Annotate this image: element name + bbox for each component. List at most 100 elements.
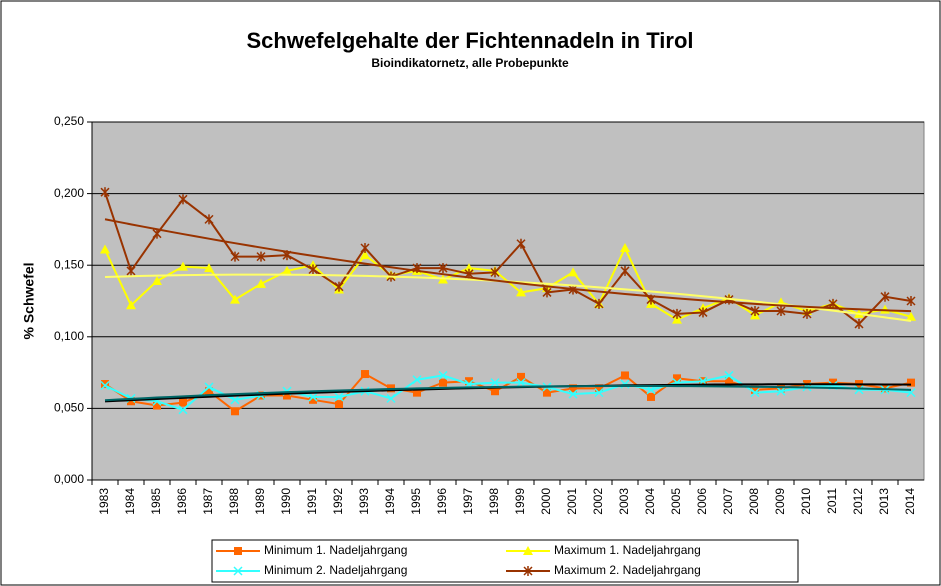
y-tick-label: 0,100 — [54, 329, 84, 343]
marker — [568, 267, 578, 277]
legend — [211, 539, 799, 583]
marker-shape — [906, 311, 916, 321]
marker — [309, 395, 317, 404]
marker-shape — [672, 314, 682, 324]
marker-shape — [543, 388, 551, 397]
marker-shape — [178, 405, 188, 415]
marker — [256, 278, 266, 288]
marker — [516, 287, 526, 297]
marker-shape — [126, 300, 136, 310]
marker — [283, 391, 291, 400]
x-tick-label: 1992 — [331, 488, 345, 515]
marker — [906, 296, 916, 306]
marker-shape — [386, 393, 396, 403]
x-tick-label: 2002 — [591, 488, 605, 515]
trend-line — [104, 218, 912, 313]
y-tick-label: 0,000 — [54, 472, 84, 486]
marker-shape — [234, 547, 242, 555]
x-tick-label: 1995 — [409, 488, 423, 515]
marker — [490, 378, 500, 388]
marker-shape — [439, 378, 447, 387]
marker-shape — [205, 387, 213, 396]
marker — [517, 372, 525, 381]
marker — [308, 392, 318, 402]
marker-shape — [595, 384, 603, 393]
x-tick-label: 2010 — [799, 488, 813, 515]
x-tick-label: 2004 — [643, 488, 657, 515]
marker-shape — [906, 388, 916, 398]
x-tick-label: 2012 — [851, 488, 865, 515]
y-tick-label: 0,050 — [54, 401, 84, 415]
marker — [438, 263, 448, 274]
marker — [204, 263, 214, 273]
x-tick-label: 1996 — [435, 488, 449, 515]
marker-shape — [523, 546, 533, 555]
marker — [413, 388, 421, 397]
marker-shape — [204, 263, 214, 273]
marker — [724, 370, 734, 380]
marker-shape — [127, 397, 135, 406]
marker — [153, 401, 161, 410]
x-tick-label: 1987 — [201, 488, 215, 515]
x-tick-label: 1986 — [175, 488, 189, 515]
marker — [179, 398, 187, 407]
marker-shape — [100, 380, 110, 391]
x-tick-label: 2007 — [721, 488, 735, 515]
marker-shape — [854, 385, 864, 395]
marker — [360, 243, 370, 254]
marker-shape — [491, 387, 499, 396]
marker-shape — [152, 275, 162, 285]
marker — [907, 378, 915, 387]
marker-shape — [673, 374, 681, 383]
marker — [594, 298, 604, 309]
marker-shape — [438, 370, 448, 380]
marker — [516, 378, 526, 388]
marker-shape — [647, 392, 655, 401]
marker — [523, 566, 533, 576]
marker — [776, 306, 786, 317]
marker-shape — [153, 401, 161, 410]
marker-shape — [335, 400, 343, 409]
marker-shape — [361, 370, 369, 379]
marker — [205, 387, 213, 396]
plot-area — [91, 121, 925, 481]
chart-title: Schwefelgehalte der Fichtennadeln in Tir… — [246, 28, 693, 53]
marker — [178, 261, 188, 271]
marker — [698, 307, 708, 318]
marker-shape — [233, 566, 243, 576]
marker — [491, 387, 499, 396]
marker — [152, 275, 162, 285]
marker — [282, 265, 292, 275]
marker-shape — [101, 380, 109, 389]
marker-shape — [620, 243, 630, 253]
x-tick-label: 2008 — [747, 488, 761, 515]
marker-shape — [751, 385, 759, 394]
marker — [621, 371, 629, 380]
marker — [100, 244, 110, 254]
x-tick-label: 1997 — [461, 488, 475, 515]
x-tick-label: 2005 — [669, 488, 683, 515]
x-tick-label: 1988 — [227, 488, 241, 515]
marker — [412, 375, 422, 385]
y-tick-label: 0,150 — [54, 257, 84, 271]
marker — [523, 546, 533, 555]
marker-shape — [283, 391, 291, 400]
marker — [360, 250, 370, 260]
marker — [880, 291, 890, 302]
marker — [672, 314, 682, 324]
marker — [802, 308, 812, 319]
marker — [516, 238, 526, 249]
marker — [465, 377, 473, 386]
marker — [101, 380, 109, 389]
marker-shape — [907, 378, 915, 387]
marker — [750, 388, 760, 398]
marker — [777, 384, 785, 393]
x-tick-label: 2011 — [825, 488, 839, 514]
series-line — [104, 374, 912, 411]
marker-shape — [594, 388, 604, 398]
series-line — [104, 372, 912, 413]
marker — [776, 386, 786, 396]
legend-label: Maximum 1. Nadeljahrgang — [554, 543, 701, 557]
marker-shape — [204, 382, 214, 392]
marker-shape — [517, 372, 525, 381]
